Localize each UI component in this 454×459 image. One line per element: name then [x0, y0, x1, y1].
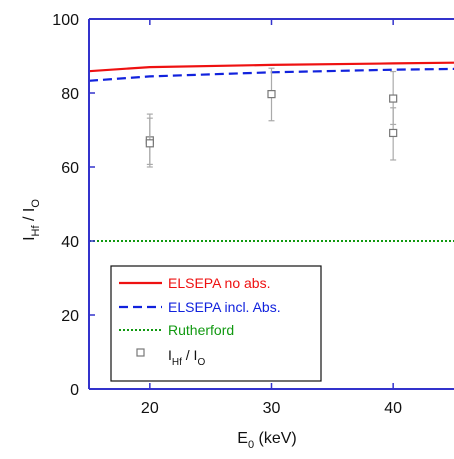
x-tick-label-40: 40 — [384, 400, 402, 417]
legend-label-rutherford: Rutherford — [168, 322, 234, 338]
x-axis-title-main: E — [237, 430, 248, 447]
marker-4 — [389, 128, 398, 138]
y-axis-title: IHf / IO — [21, 199, 42, 241]
y-axis-title-sub2: O — [30, 199, 42, 208]
y-axis-title-main: I — [21, 236, 38, 240]
x-axis-title: E0 (keV) — [237, 430, 296, 451]
data-point-i-3-1 — [145, 117, 154, 166]
legend-label-elsepa-incl-abs: ELSEPA incl. Abs. — [168, 299, 281, 315]
x-axis-title-unit: (keV) — [254, 430, 297, 447]
y-axis-title-sub1: Hf — [30, 225, 42, 237]
legend-label-ratio-sub1: Hf — [172, 357, 182, 368]
y-tick-label-40: 40 — [61, 234, 79, 251]
y-tick-label-80: 80 — [61, 86, 79, 103]
x-tick-label-20: 20 — [141, 400, 159, 417]
legend-label-ratio-sub2: O — [197, 357, 205, 368]
marker-1 — [145, 139, 154, 148]
y-tick-label-100: 100 — [52, 12, 79, 29]
legend-box — [110, 265, 322, 382]
legend-label-elsepa-no-abs: ELSEPA no abs. — [168, 275, 270, 291]
series-line-elsepa-no-abs-0 — [88, 61, 454, 73]
legend-label-ratio-main: I — [168, 347, 172, 363]
y-tick-label-20: 20 — [61, 308, 79, 325]
data-point-i-3-2 — [267, 67, 276, 122]
y-tick-label-0: 0 — [70, 382, 79, 399]
legend-marker-ratio — [136, 348, 145, 357]
marker-2 — [267, 90, 276, 99]
x-tick-label-30: 30 — [263, 400, 281, 417]
plot-area — [88, 61, 454, 242]
data-point-i-3-4 — [389, 107, 398, 161]
legend-label-ratio-slash: / I — [182, 347, 198, 363]
y-tick-label-60: 60 — [61, 160, 79, 177]
axis-ticks: 0 20 40 60 80 100 20 30 40 — [52, 12, 402, 417]
y-axis-title-slash: / I — [21, 208, 38, 226]
legend: ELSEPA no abs. ELSEPA incl. Abs. Rutherf… — [110, 265, 322, 382]
marker-3 — [389, 94, 398, 103]
legend-label-ratio: IHf / IO — [168, 347, 205, 368]
x-axis-title-sub: 0 — [248, 439, 254, 451]
